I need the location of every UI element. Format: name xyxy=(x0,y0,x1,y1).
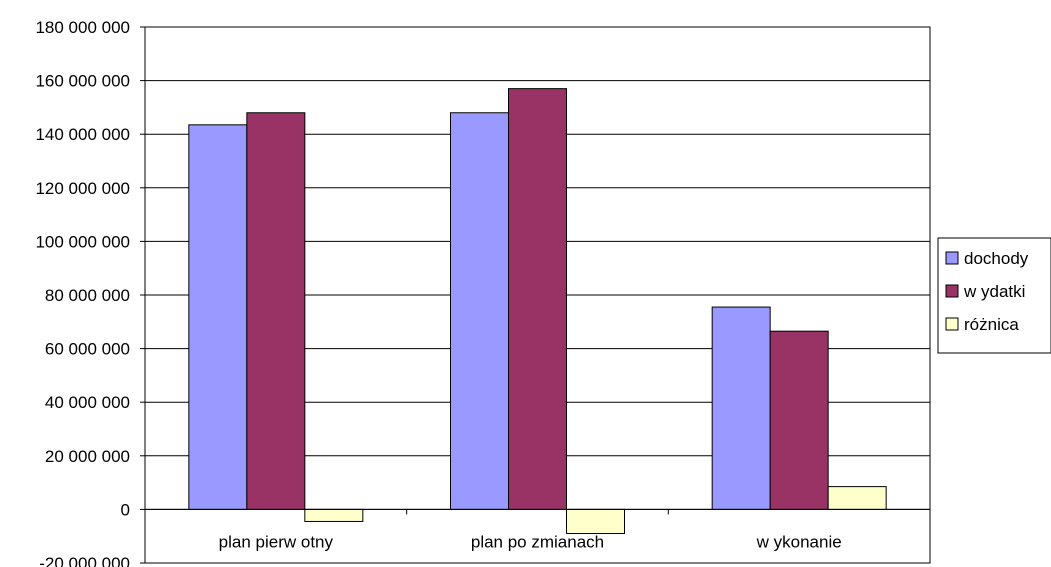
y-tick-label: 120 000 000 xyxy=(35,179,130,198)
legend: dochody w ydatki różnica xyxy=(937,237,1051,354)
category-label: plan po zmianach xyxy=(471,532,604,551)
bar-dochody-1 xyxy=(188,124,248,510)
bar-różnica-2 xyxy=(566,508,625,535)
bar-różnica-1 xyxy=(304,508,364,522)
x-axis xyxy=(144,508,931,515)
y-tick-label: 160 000 000 xyxy=(35,72,130,91)
y-axis-tick-labels: -20 000 000 0 20 000 000 40 000 000 60 000 0… xyxy=(35,18,130,567)
y-tick-label: -20 000 000 xyxy=(39,554,130,567)
legend-swatch xyxy=(945,284,959,298)
category-label: plan pierw otny xyxy=(219,532,334,551)
y-tick-label: 20 000 000 xyxy=(45,447,130,466)
bars xyxy=(188,88,887,535)
legend-label: w ydatki xyxy=(963,282,1025,301)
bar-w-ydatki-3 xyxy=(769,330,829,510)
category-label: w ykonanie xyxy=(756,532,842,551)
legend-swatch xyxy=(945,251,959,265)
category-labels: plan pierw otny plan po zmianach w ykonani… xyxy=(219,532,842,551)
bar-w-ydatki-1 xyxy=(246,112,306,510)
legend-swatch xyxy=(945,317,959,331)
y-tick-label: 80 000 000 xyxy=(45,286,130,305)
legend-label: dochody xyxy=(964,249,1029,268)
bar-dochody-3 xyxy=(711,306,771,510)
y-tick-label: 0 xyxy=(121,500,130,519)
legend-label: różnica xyxy=(964,315,1019,334)
bar-dochody-2 xyxy=(450,112,509,510)
y-tick-label: 60 000 000 xyxy=(45,340,130,359)
y-tick-label: 140 000 000 xyxy=(35,125,130,144)
bar-różnica-3 xyxy=(827,486,887,510)
y-tick-label: 180 000 000 xyxy=(35,18,130,37)
y-tick-label: 100 000 000 xyxy=(35,232,130,251)
y-tick-label: 40 000 000 xyxy=(45,393,130,412)
bar-w-ydatki-2 xyxy=(508,88,567,510)
